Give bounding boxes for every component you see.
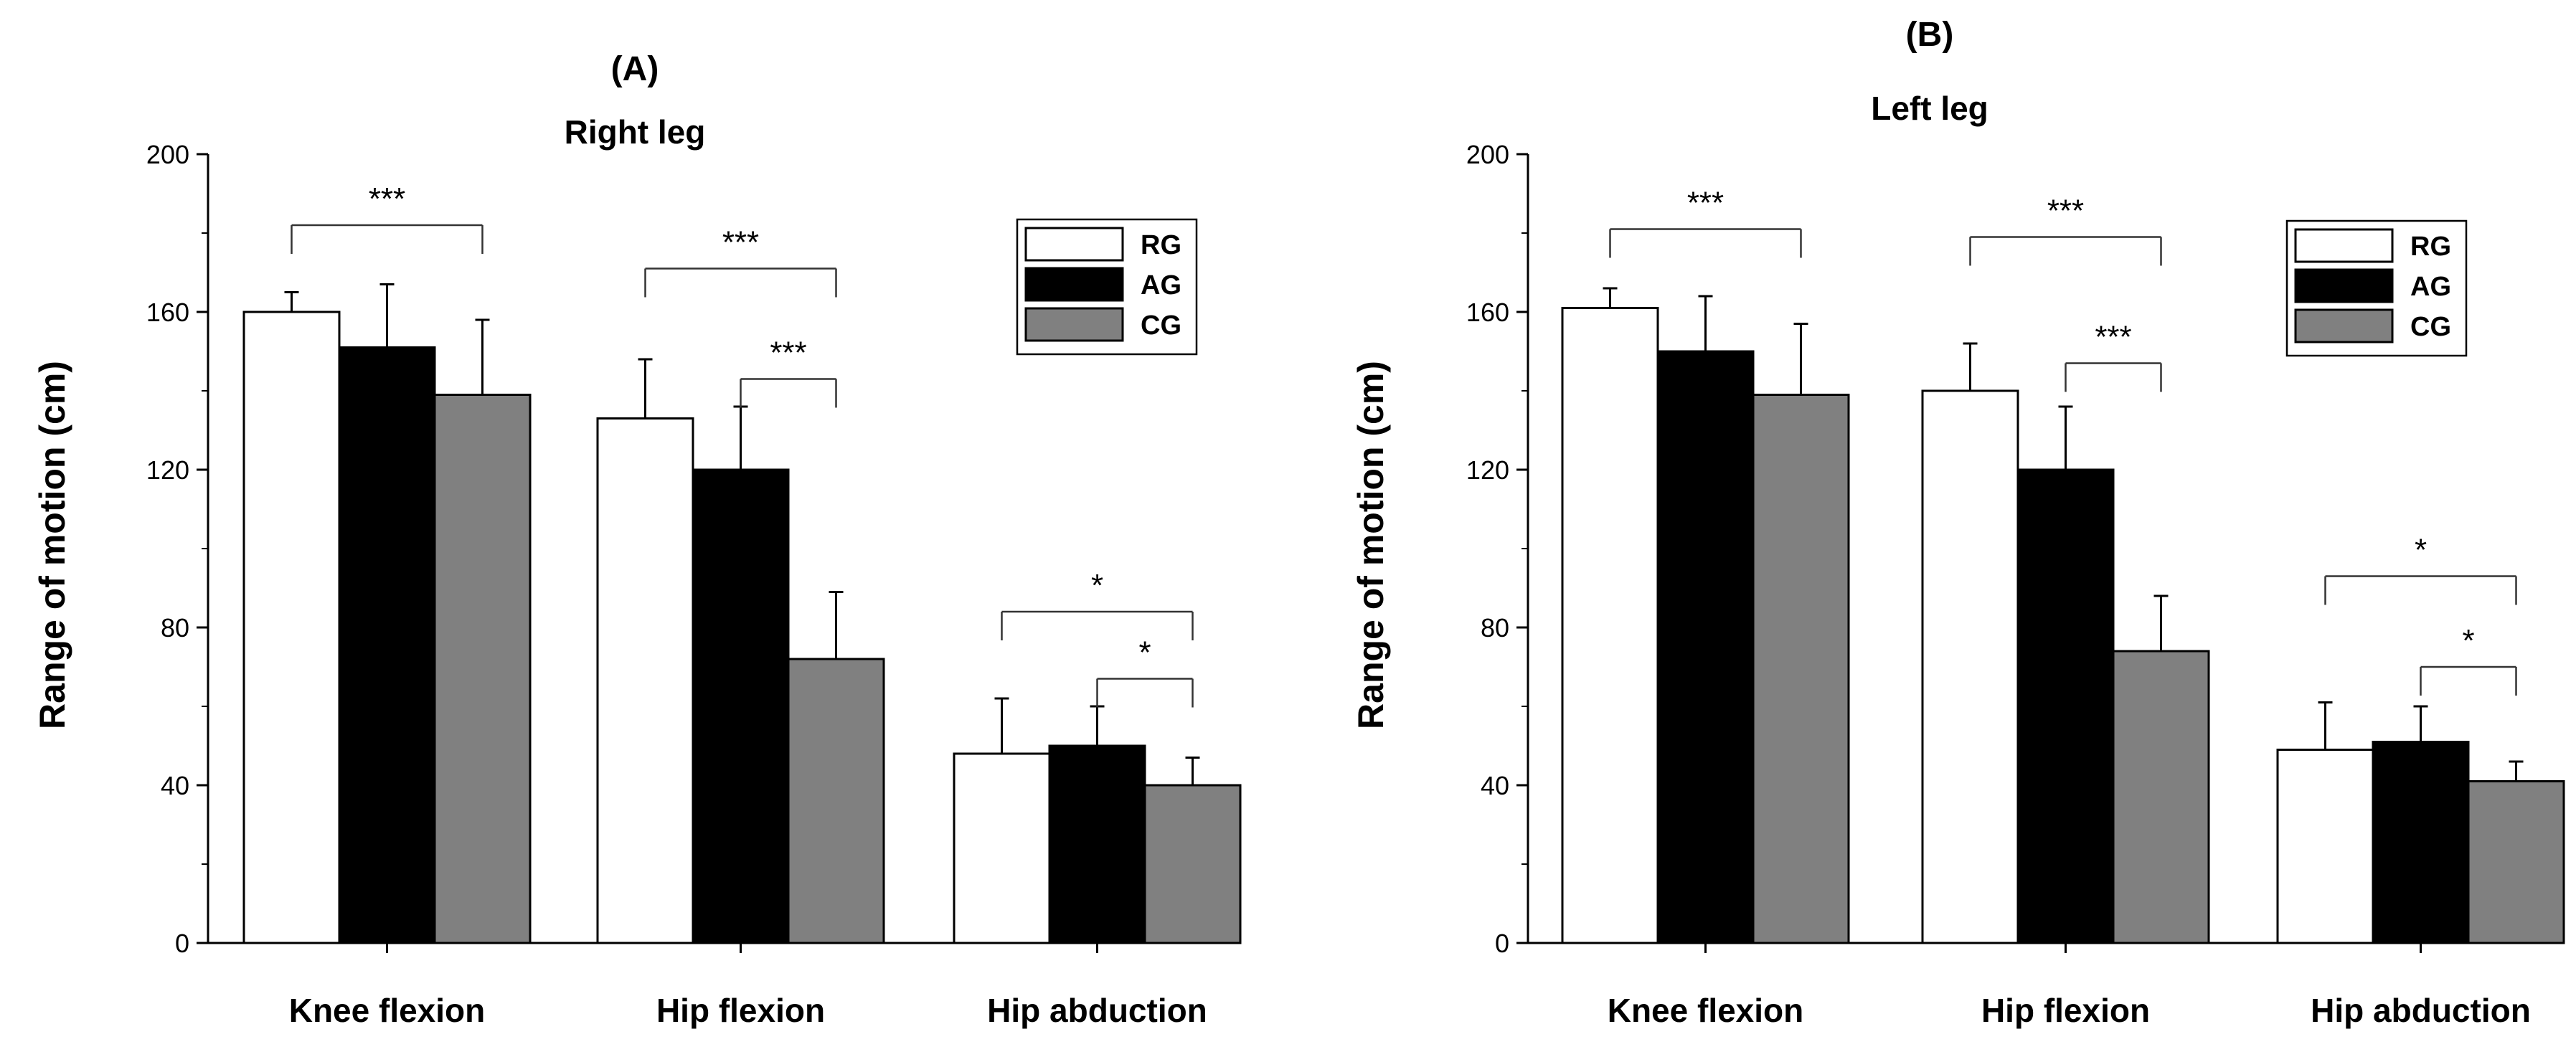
bar-rg bbox=[953, 752, 1051, 944]
significance-label: *** bbox=[369, 181, 405, 217]
bar-rg bbox=[1921, 389, 2019, 944]
x-tick-label: Knee flexion bbox=[1608, 992, 1804, 1029]
y-tick-label: 200 bbox=[146, 140, 189, 169]
panel-letter: (B) bbox=[1906, 16, 1954, 54]
significance-label: * bbox=[2415, 533, 2427, 568]
significance-label: * bbox=[1091, 568, 1103, 603]
legend-label: AG bbox=[2410, 272, 2451, 302]
bar-rg bbox=[596, 417, 694, 944]
bar-ag bbox=[338, 346, 436, 944]
bar-rg bbox=[242, 311, 341, 944]
panel-a: (A) Right leg Range of motion (cm) 0 40 80… bbox=[32, 50, 1242, 1029]
bar-ag bbox=[2016, 468, 2115, 944]
legend: RG AG CG bbox=[1016, 218, 1198, 356]
significance-label: * bbox=[1138, 635, 1151, 670]
significance-label: *** bbox=[2047, 194, 2084, 229]
y-tick-label: 200 bbox=[1466, 140, 1509, 169]
legend-swatch-ag bbox=[2294, 268, 2394, 303]
y-axis-label: Range of motion (cm) bbox=[32, 361, 72, 729]
bar-ag bbox=[692, 468, 790, 944]
y-tick-label: 120 bbox=[1466, 455, 1509, 485]
bar-cg bbox=[1752, 394, 1850, 944]
bar-ag bbox=[1048, 744, 1146, 944]
bar-rg bbox=[2276, 749, 2374, 944]
y-tick-label: 0 bbox=[175, 929, 189, 958]
bar-cg bbox=[2467, 780, 2565, 944]
legend-swatch-cg bbox=[1024, 307, 1124, 342]
x-tick-label: Hip abduction bbox=[987, 992, 1207, 1029]
significance-label: * bbox=[2462, 623, 2474, 658]
y-tick-label: 160 bbox=[1466, 298, 1509, 327]
legend-label: CG bbox=[1141, 311, 1181, 341]
bar-ag bbox=[2372, 741, 2470, 944]
legend-swatch-ag bbox=[1024, 267, 1124, 302]
bar-rg bbox=[1561, 307, 1659, 944]
significance-label: *** bbox=[722, 225, 759, 260]
y-tick-label: 80 bbox=[161, 613, 189, 643]
y-tick-label: 0 bbox=[1495, 929, 1509, 958]
chart-title: Left leg bbox=[1871, 90, 1988, 127]
bar-cg bbox=[433, 394, 532, 944]
legend-label: AG bbox=[1141, 270, 1181, 300]
legend-label: RG bbox=[1141, 230, 1181, 260]
legend-swatch-rg bbox=[2294, 228, 2394, 263]
y-tick-label: 160 bbox=[146, 298, 189, 327]
panel-letter: (A) bbox=[611, 50, 659, 88]
legend: RG AG CG bbox=[2285, 219, 2468, 357]
significance-label: *** bbox=[1687, 186, 1724, 221]
bar-cg bbox=[787, 658, 885, 944]
bar-cg bbox=[1143, 784, 1242, 944]
legend-swatch-rg bbox=[1024, 227, 1124, 262]
y-tick-label: 120 bbox=[146, 455, 189, 485]
significance-label: *** bbox=[2095, 320, 2131, 355]
y-tick-label: 40 bbox=[1481, 771, 1509, 800]
bar-ag bbox=[1656, 350, 1755, 944]
x-tick-label: Hip flexion bbox=[1981, 992, 2150, 1029]
x-tick-label: Hip flexion bbox=[656, 992, 825, 1029]
legend-label: CG bbox=[2410, 312, 2451, 342]
x-tick-label: Hip abduction bbox=[2311, 992, 2531, 1029]
legend-swatch-cg bbox=[2294, 308, 2394, 343]
legend-label: RG bbox=[2410, 232, 2451, 262]
y-axis-label: Range of motion (cm) bbox=[1351, 361, 1391, 729]
y-tick-label: 80 bbox=[1481, 613, 1509, 643]
y-tick-label: 40 bbox=[161, 771, 189, 800]
x-tick-label: Knee flexion bbox=[289, 992, 486, 1029]
bar-cg bbox=[2112, 650, 2210, 944]
chart-title: Right leg bbox=[565, 113, 706, 151]
significance-label: *** bbox=[770, 336, 806, 371]
panel-b: (B) Left leg Range of motion (cm) 0 40 80 1… bbox=[1351, 16, 2565, 1029]
